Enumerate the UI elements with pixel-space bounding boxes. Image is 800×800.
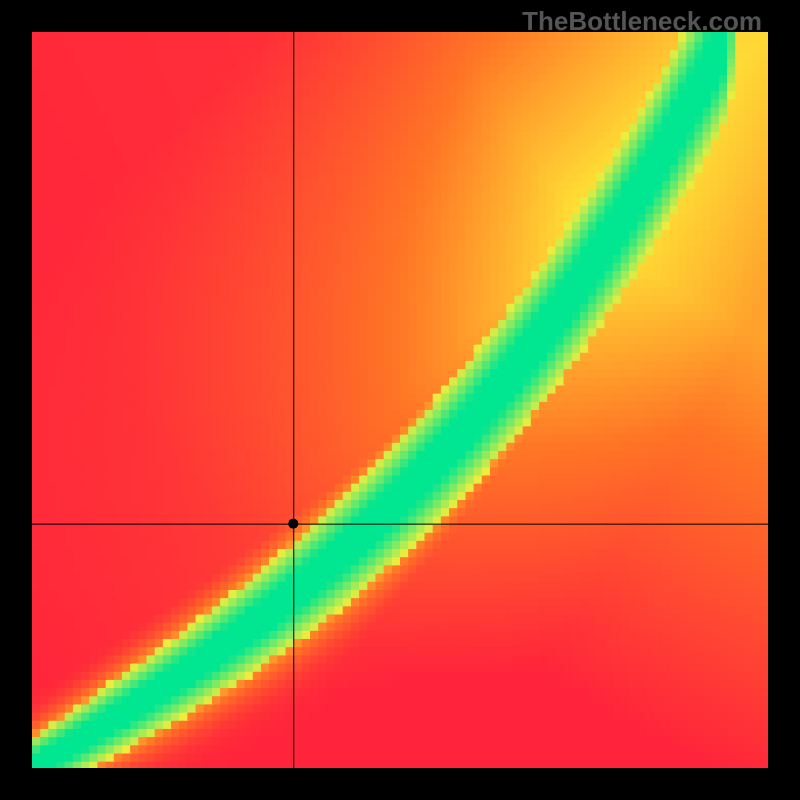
bottleneck-heatmap bbox=[32, 32, 768, 768]
watermark-text: TheBottleneck.com bbox=[522, 6, 762, 37]
